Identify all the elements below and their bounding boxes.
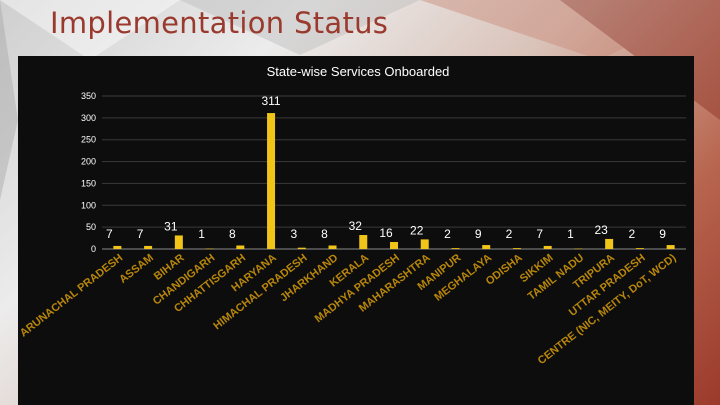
y-tick-label: 300	[81, 113, 96, 123]
bar	[174, 235, 183, 249]
x-axis-labels: ARUNACHAL PRADESHASSAMBIHARCHANDIGARHCHH…	[18, 252, 679, 367]
bar	[359, 235, 368, 249]
bar	[113, 245, 122, 249]
data-label: 1	[198, 227, 205, 241]
y-tick-label: 350	[81, 91, 96, 101]
data-label: 9	[475, 227, 482, 241]
data-label: 22	[410, 223, 424, 237]
page-title: Implementation Status	[50, 6, 389, 40]
data-label: 1	[567, 227, 574, 241]
y-axis-ticks: 0 50 100 150 200 250 300 350	[81, 91, 96, 254]
bar	[635, 248, 644, 249]
data-label: 3	[290, 227, 297, 241]
data-label: 2	[506, 227, 513, 241]
bar	[420, 239, 429, 249]
bar	[390, 242, 398, 249]
y-tick-label: 150	[81, 178, 96, 188]
y-tick-label: 0	[91, 244, 96, 254]
bar	[543, 245, 552, 249]
data-label: 9	[659, 227, 666, 241]
data-label: 16	[379, 226, 393, 240]
data-label: 2	[629, 227, 636, 241]
bar	[144, 245, 153, 249]
y-tick-label: 250	[81, 135, 96, 145]
bar	[666, 245, 675, 249]
data-label: 32	[349, 219, 363, 233]
bar	[236, 245, 245, 249]
data-label: 8	[229, 227, 236, 241]
bar	[297, 247, 306, 249]
bar	[605, 238, 614, 249]
bars	[113, 113, 675, 250]
bar	[451, 248, 460, 249]
bar	[512, 248, 521, 249]
data-label: 23	[594, 223, 608, 237]
data-label: 31	[164, 219, 178, 233]
x-tick-label: ARUNACHAL PRADESH	[18, 252, 125, 340]
y-tick-label: 100	[81, 200, 96, 210]
y-tick-label: 200	[81, 157, 96, 167]
bar	[328, 245, 337, 249]
data-label: 7	[137, 227, 144, 241]
chart-title: State-wise Services Onboarded	[267, 64, 450, 79]
y-tick-label: 50	[86, 222, 96, 232]
bar	[482, 245, 491, 249]
data-label: 8	[321, 227, 328, 241]
bar-chart: State-wise Services Onboarded 0 50 100 150 2…	[18, 64, 686, 367]
chart-panel: State-wise Services Onboarded 0 50 100 150 2…	[18, 56, 694, 405]
gridlines	[102, 95, 686, 250]
data-label: 2	[444, 227, 451, 241]
bar	[205, 248, 214, 250]
bar	[574, 248, 583, 250]
data-label: 7	[106, 227, 113, 241]
data-label: 311	[261, 94, 280, 108]
x-tick-label: ASSAM	[117, 252, 156, 286]
bar	[267, 113, 276, 249]
data-label: 7	[536, 227, 543, 241]
